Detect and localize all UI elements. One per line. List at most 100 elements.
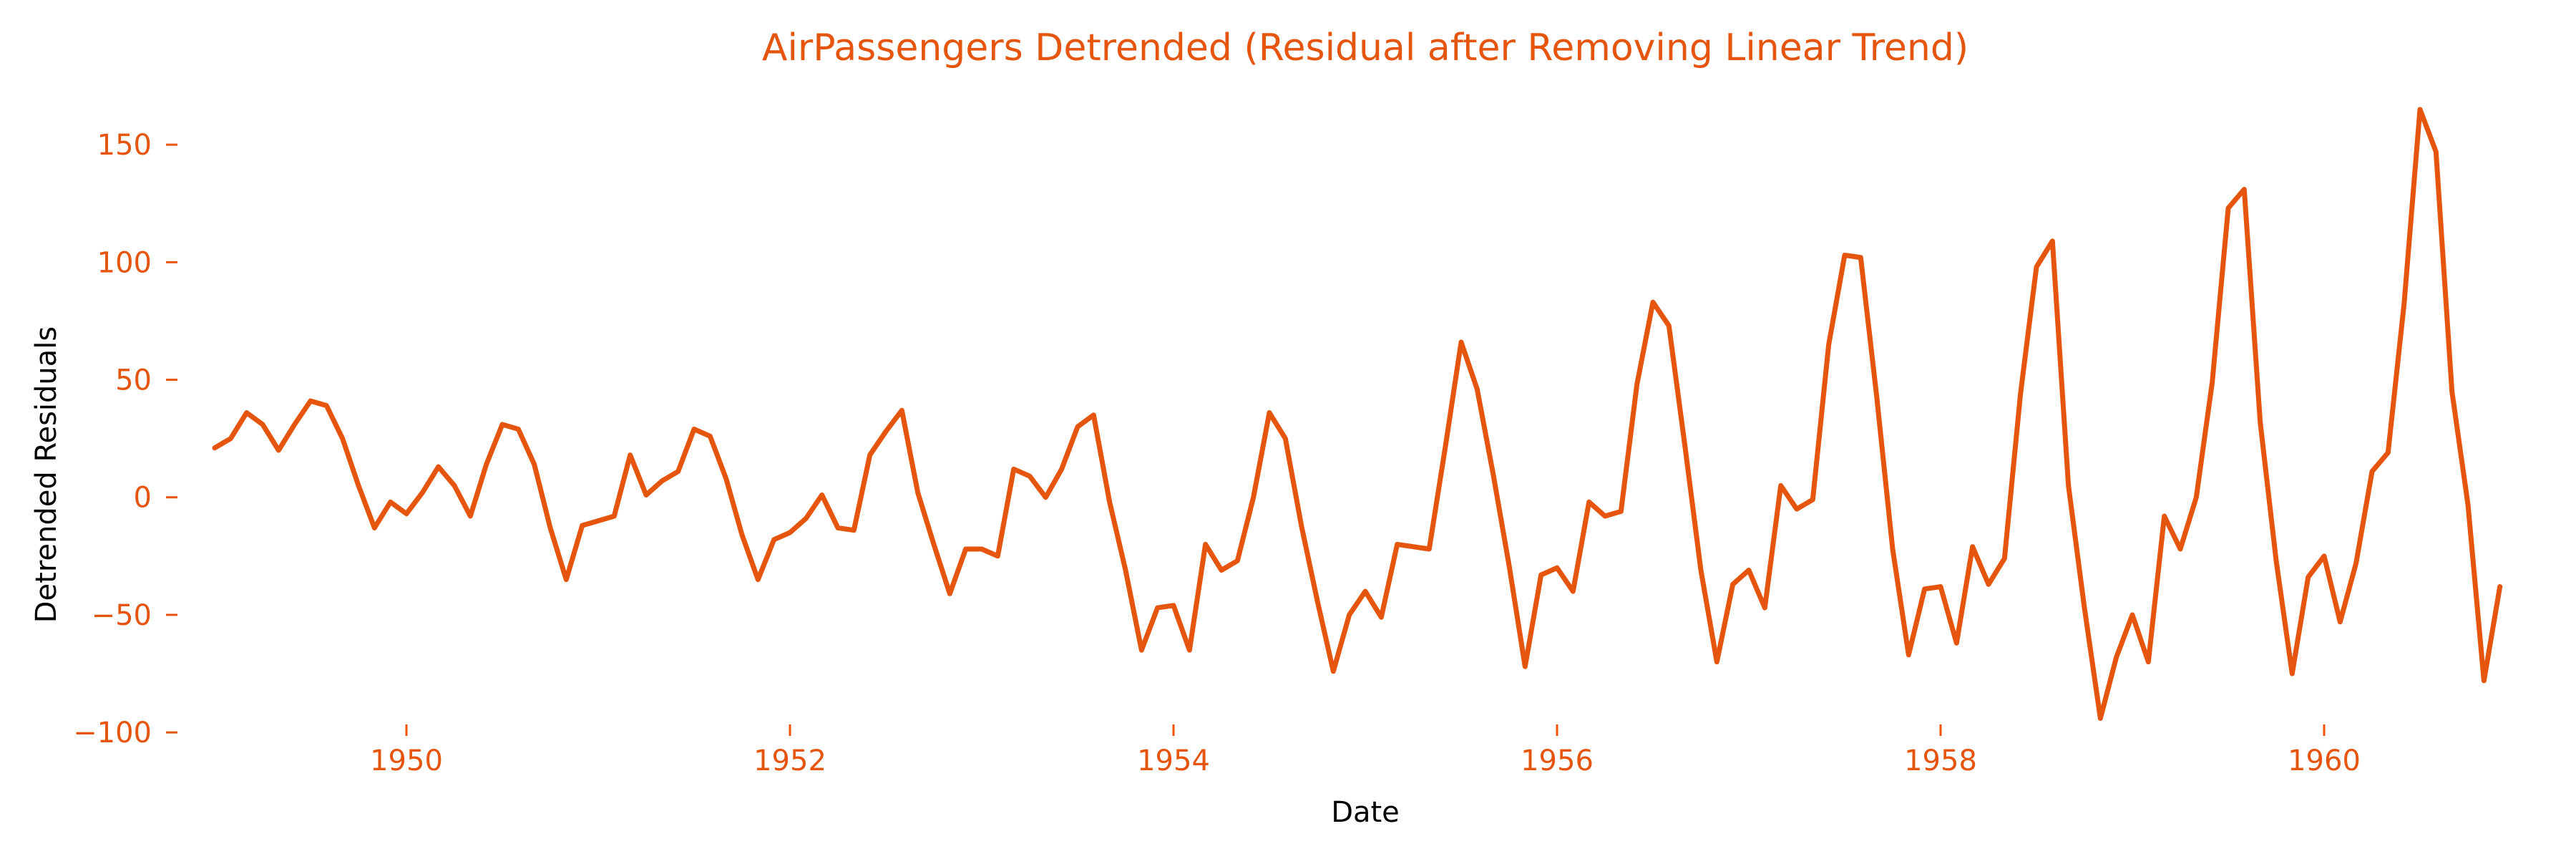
data-point: [2290, 671, 2294, 676]
data-point: [2258, 420, 2263, 424]
data-point: [1139, 648, 1143, 652]
x-tick-label: 1958: [1904, 744, 1977, 777]
data-point: [1906, 653, 1911, 657]
data-point: [1123, 568, 1128, 573]
data-point: [660, 479, 664, 483]
data-point: [1379, 615, 1383, 619]
data-point: [260, 422, 265, 427]
data-point: [1171, 603, 1176, 608]
data-point: [308, 399, 313, 403]
data-point: [612, 514, 616, 518]
data-point: [1971, 545, 1975, 549]
data-point: [2370, 470, 2374, 474]
data-point: [740, 533, 744, 537]
data-point: [1347, 613, 1352, 617]
data-point: [2178, 547, 2182, 551]
data-point: [228, 437, 233, 441]
data-point: [1571, 589, 1575, 593]
data-point: [1523, 664, 1527, 669]
data-point: [1795, 507, 1799, 511]
data-point: [2354, 561, 2358, 566]
data-point: [1363, 589, 1367, 593]
data-point: [884, 430, 888, 434]
data-point: [1603, 514, 1607, 518]
data-point: [1427, 547, 1431, 551]
data-point: [1858, 256, 1863, 260]
y-tick-label: −100: [73, 717, 152, 749]
data-point: [947, 591, 952, 596]
data-point: [1395, 542, 1400, 546]
data-point: [324, 404, 328, 408]
x-axis: 1950 1952 1954 1956 1958 1960: [370, 724, 2361, 777]
data-point: [276, 448, 280, 452]
data-point: [692, 427, 696, 431]
data-point: [1986, 582, 1991, 586]
data-point: [1235, 558, 1239, 563]
data-point: [1731, 582, 1735, 586]
data-point: [724, 476, 728, 480]
data-point: [1091, 413, 1096, 417]
data-point: [1827, 342, 1831, 346]
data-point: [1507, 563, 1511, 568]
x-tick-label: 1952: [753, 744, 826, 777]
data-point: [995, 554, 1000, 558]
y-tick-label: 50: [115, 364, 152, 397]
data-point: [756, 578, 760, 582]
data-point: [2482, 679, 2486, 683]
data-point: [1252, 495, 1256, 500]
data-point: [836, 525, 840, 530]
y-tick-label: −50: [92, 599, 152, 632]
data-point: [1028, 474, 1032, 478]
data-point: [1555, 566, 1559, 570]
data-point: [2386, 450, 2390, 455]
data-point: [2082, 606, 2087, 610]
data-point: [932, 542, 936, 546]
data-point: [1411, 545, 1415, 549]
data-point: [1043, 495, 1048, 500]
data-point: [372, 525, 376, 530]
data-point: [1747, 568, 1751, 573]
data-point: [964, 547, 968, 551]
data-point: [2322, 554, 2326, 558]
data-point: [564, 578, 568, 582]
y-axis: −100 −50 0 50 100 150: [73, 129, 177, 749]
data-point: [916, 490, 920, 495]
data-point: [868, 453, 872, 457]
data-point: [2306, 575, 2311, 579]
data-point: [2498, 585, 2502, 589]
data-point: [1923, 587, 1927, 591]
data-point: [2210, 380, 2215, 384]
data-point: [628, 453, 633, 457]
data-point: [1667, 324, 1671, 328]
data-point: [788, 530, 792, 535]
y-tick-label: 0: [134, 482, 152, 515]
data-point: [1539, 573, 1543, 577]
data-point: [468, 514, 472, 518]
data-point: [2466, 503, 2470, 507]
data-point: [1283, 437, 1287, 441]
data-point: [1060, 467, 1064, 471]
data-point: [1619, 509, 1623, 513]
data-point: [2067, 483, 2071, 487]
x-tick-label: 1960: [2288, 744, 2361, 777]
data-point: [580, 523, 585, 528]
data-point: [389, 500, 393, 504]
data-point: [820, 492, 824, 497]
data-point: [980, 547, 984, 551]
y-axis-label: Detrended Residuals: [30, 326, 63, 623]
data-point: [1219, 568, 1224, 573]
data-point: [1443, 446, 1448, 450]
data-point: [2450, 389, 2454, 394]
data-point: [2434, 150, 2438, 154]
data-point: [1843, 253, 1847, 257]
data-point: [1315, 598, 1319, 603]
data-point: [1267, 411, 1272, 415]
data-point: [356, 483, 361, 487]
data-point: [500, 422, 504, 427]
data-point: [1762, 606, 1767, 610]
data-point: [2130, 613, 2135, 617]
data-point: [2274, 558, 2278, 563]
data-point: [1108, 500, 1112, 504]
x-tick-label: 1950: [370, 744, 443, 777]
data-point: [404, 512, 409, 516]
